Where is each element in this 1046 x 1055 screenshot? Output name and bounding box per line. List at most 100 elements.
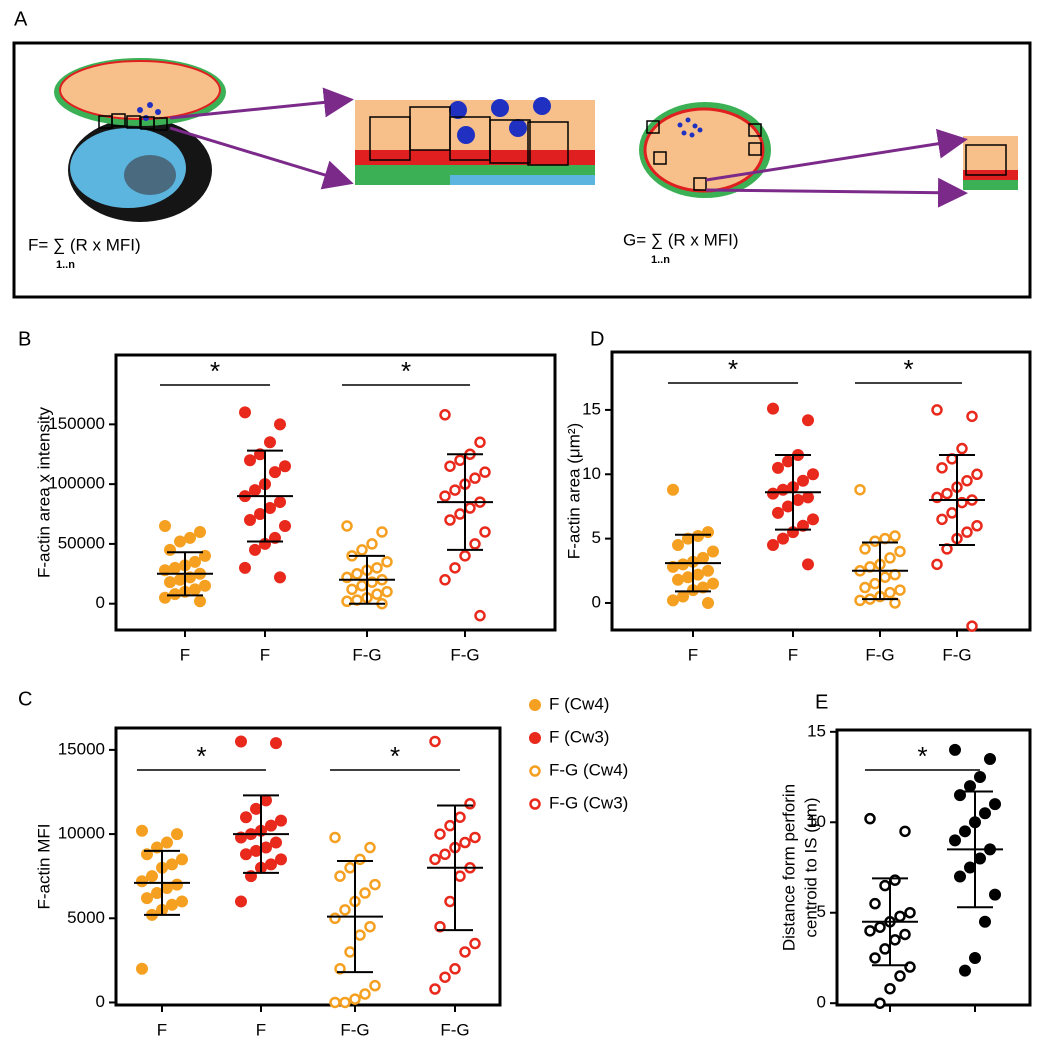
data-point [979,915,991,928]
formula: F= ∑ (R x MFI) [28,235,141,254]
data-point [854,594,866,607]
data-point [879,943,891,955]
data-point [459,550,471,562]
data-point [169,588,181,601]
legend-marker [529,732,541,744]
data-point [984,752,996,765]
data-point [767,402,779,415]
data-point [244,514,256,526]
data-point [454,454,466,466]
data-point [444,895,456,908]
data-point [454,870,466,882]
data-point [356,544,368,556]
data-point [889,874,901,886]
data-point [279,460,291,473]
data-point [767,487,779,500]
data-point [344,862,356,874]
y-tick-label: 15 [807,721,826,740]
data-point [966,620,978,632]
data-point [802,558,814,571]
x-tick-label: F-G [450,645,479,664]
data-point [961,474,973,487]
y-tick-label: 150000 [48,414,105,433]
y-tick-label: 5 [817,902,826,921]
data-point [264,436,276,449]
data-point [792,494,804,507]
data-point [164,576,176,589]
data-point [807,468,819,481]
data-point [802,491,814,504]
data-point [359,988,371,1000]
data-point [429,983,441,995]
data-point [376,526,388,538]
data-point [249,484,261,497]
data-point [949,743,961,756]
data-point [949,834,961,847]
data-point [344,946,356,958]
data-point [346,583,358,596]
data-point [364,841,376,854]
data-point [894,584,906,596]
data-point [444,514,456,526]
data-point [199,579,211,592]
x-tick-label: F [788,645,798,664]
data-point [239,406,251,419]
data-point [341,520,353,532]
x-tick-label: F [180,645,190,664]
y-tick-label: 5000 [67,908,105,927]
data-point [782,455,794,468]
data-point [772,461,784,474]
significance-label: * [903,354,913,384]
data-point [136,824,148,837]
data-point [667,560,679,573]
y-tick-label: 10 [807,812,826,831]
data-point [270,836,282,849]
data-point [459,946,471,958]
data-point [329,996,341,1009]
data-point [894,910,906,923]
data-point [364,920,376,933]
data-point [369,878,381,891]
data-point [879,571,891,583]
plot-frame [835,728,1032,1007]
data-point [371,588,383,600]
data-point [274,571,286,584]
panel-label: E [815,691,828,713]
y-axis-label: F-actin area x intensity [34,406,53,578]
panel-label: D [590,328,604,350]
y-tick-label: 0 [817,993,826,1012]
data-point [974,852,986,865]
data-point [702,564,714,577]
data-point [667,594,679,607]
data-point [329,831,341,844]
data-point [349,993,361,1005]
panel-a-frame [12,41,1032,299]
data-point [329,912,341,925]
data-point [899,928,911,941]
y-tick-label: 100000 [48,474,105,493]
data-point [879,879,891,892]
data-point [159,519,171,532]
legend-label: F-G (Cw3) [549,793,628,812]
y-axis-label: F-actin MFI [34,824,53,910]
data-point [275,853,287,866]
data-point [672,573,684,586]
data-point [767,539,779,552]
data-point [449,562,461,574]
data-point [381,556,393,568]
plot-frame [114,726,502,1007]
data-point [677,558,689,571]
data-point [146,870,158,883]
data-point [782,500,794,513]
data-point [479,526,491,538]
data-point [166,898,178,911]
data-point [434,828,446,840]
data-point [339,996,351,1009]
y-axis-label: centroid to IS (μm) [801,797,820,937]
panel-label: C [18,688,32,710]
data-point [469,538,481,550]
data-point [371,562,383,574]
data-point [334,963,346,975]
data-point [439,848,451,861]
